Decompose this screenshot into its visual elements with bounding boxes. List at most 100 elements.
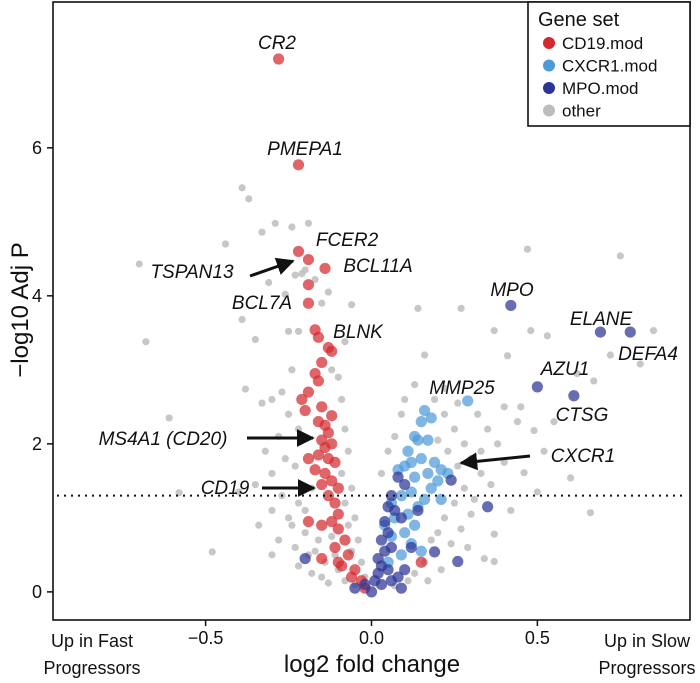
point-cd19-mod (316, 519, 328, 531)
x-tick-label: 0.0 (359, 628, 384, 648)
point-mpo-mod (365, 586, 378, 598)
point-cxcr1-mod (435, 493, 447, 505)
point-other (590, 377, 598, 385)
point-other (440, 514, 449, 522)
point-cd19-mod (342, 549, 354, 561)
point-other (135, 260, 143, 268)
point-other (347, 301, 356, 309)
point-other (291, 462, 299, 470)
point-other (245, 195, 253, 203)
label-ms4a1: MS4A1 (CD20) (99, 429, 228, 450)
point-other (268, 469, 276, 478)
point-cd19-mod (329, 497, 341, 509)
point-other (251, 335, 259, 344)
legend-label: other (562, 102, 601, 121)
point-other (616, 252, 624, 260)
point-cxcr1-mod (428, 456, 441, 468)
point-cd19-mod (316, 356, 328, 369)
point-other (271, 219, 279, 227)
point-other (311, 547, 319, 555)
point-other (460, 484, 468, 492)
point-other (268, 506, 276, 515)
point-other (284, 410, 293, 418)
point-other (281, 455, 289, 463)
legend-swatch-cd19-mod (543, 37, 555, 49)
point-other (411, 569, 419, 577)
point-other (464, 543, 472, 552)
y-axis: 0 2 4 6 (32, 138, 53, 602)
point-other (430, 395, 439, 404)
legend-swatch-other (543, 104, 555, 117)
point-other (586, 509, 595, 517)
point-other (513, 418, 522, 426)
x-axis-label: log2 fold change (284, 651, 460, 678)
point-cd19-mod (299, 404, 311, 417)
point-other (454, 399, 462, 407)
point-other (281, 290, 289, 298)
point-other (314, 536, 323, 544)
point-cxcr1-mod (432, 475, 444, 487)
point-mpo-mod (531, 381, 543, 393)
x-right-annotation-line1: Up in Slow (604, 631, 691, 651)
point-cd19-mod (302, 386, 315, 398)
arrow-cxcr1 (459, 452, 531, 471)
point-cd19-mod (316, 552, 328, 565)
point-mpo-mod (399, 478, 411, 491)
label-ctsg: CTSG (556, 405, 609, 426)
point-mpo-mod (379, 515, 391, 528)
point-mpo-mod (382, 564, 394, 576)
x-right-annotation-line2: Progressors (598, 658, 695, 678)
point-cxcr1-mod (415, 416, 427, 428)
point-cd19-mod (319, 441, 331, 454)
point-other (221, 240, 230, 248)
point-other (294, 499, 303, 507)
point-other (467, 510, 475, 518)
point-other (540, 447, 548, 455)
point-other (527, 327, 535, 335)
point-other (324, 579, 332, 587)
point-cd19-mod (326, 515, 338, 528)
point-cxcr1-mod (399, 527, 411, 539)
point-cd19-mod (326, 410, 338, 422)
point-cd19-mod (336, 560, 348, 572)
point-other (294, 425, 303, 433)
point-other (457, 304, 465, 313)
point-mpo-mod (452, 555, 464, 568)
point-other (331, 551, 339, 559)
point-cd19-mod (326, 475, 338, 487)
point-other (487, 480, 495, 489)
point-other (238, 184, 246, 192)
point-mpo-mod (428, 546, 441, 558)
point-other (351, 514, 359, 522)
point-mpo-mod (379, 545, 391, 557)
point-cd19-mod (273, 53, 285, 65)
point-other (427, 536, 435, 544)
point-other (391, 432, 399, 441)
label-tspan13: TSPAN13 (150, 262, 234, 283)
point-cd19-mod (332, 482, 344, 494)
label-bcl7a: BCL7A (232, 293, 292, 314)
point-other (238, 315, 246, 324)
point-other (454, 462, 462, 470)
x-tick-label: −0.5 (188, 628, 224, 648)
label-elane: ELANE (570, 309, 633, 330)
point-other (573, 369, 581, 378)
y-tick-label: 0 (32, 582, 42, 602)
point-other (543, 332, 551, 340)
point-other (318, 299, 326, 307)
point-other (265, 278, 273, 287)
point-cxcr1-mod (425, 412, 437, 424)
point-cxcr1-mod (412, 434, 424, 446)
point-other (437, 566, 445, 574)
point-cd19-mod (345, 571, 358, 583)
point-mpo-mod (395, 582, 407, 594)
point-other (566, 474, 575, 482)
point-other (311, 275, 319, 284)
point-mpo-mod (405, 541, 417, 554)
point-other (258, 228, 266, 236)
point-cd19-mod (309, 464, 321, 476)
point-mpo-mod (385, 575, 398, 587)
point-other (142, 338, 150, 346)
point-cd19-mod (292, 245, 305, 258)
